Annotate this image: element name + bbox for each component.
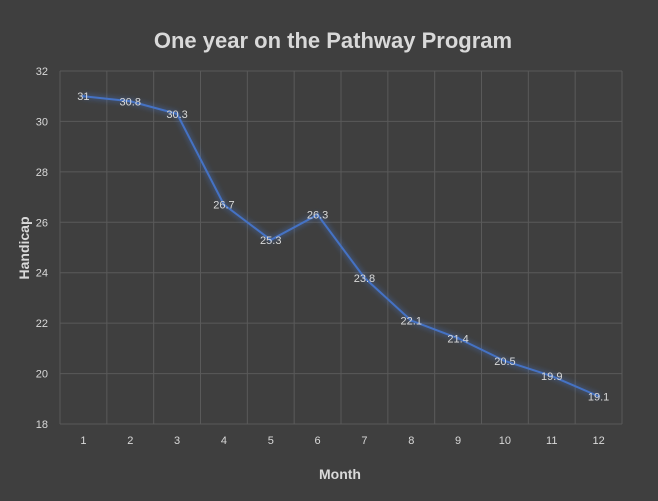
y-tick-label: 26 <box>36 217 48 229</box>
data-point <box>409 319 413 323</box>
data-label: 20.5 <box>494 356 515 368</box>
data-point <box>269 238 273 242</box>
data-label: 25.3 <box>260 235 281 247</box>
data-label: 19.1 <box>588 391 609 403</box>
x-tick-label: 7 <box>361 435 367 447</box>
data-point <box>222 203 226 207</box>
data-point <box>128 99 132 103</box>
y-tick-label: 22 <box>36 318 48 330</box>
data-point <box>175 112 179 116</box>
y-tick-label: 20 <box>36 369 48 381</box>
x-tick-label: 12 <box>592 435 604 447</box>
data-labels: 31 30.8 30.3 26.7 25.3 26.3 23.8 22.1 21.4 20.5 19… <box>77 91 609 403</box>
data-label: 30.3 <box>166 109 187 121</box>
chart-title: One year on the Pathway Program <box>154 28 512 53</box>
y-tick-label: 32 <box>36 66 48 78</box>
y-tick-label: 30 <box>36 116 48 128</box>
x-tick-label: 5 <box>268 435 274 447</box>
data-label: 26.3 <box>307 210 328 222</box>
x-axis-title: Month <box>319 466 361 482</box>
data-point <box>550 374 554 378</box>
x-tick-label: 4 <box>221 435 227 447</box>
data-label: 26.7 <box>213 200 234 212</box>
data-label: 22.1 <box>401 316 422 328</box>
y-tick-label: 18 <box>36 419 48 431</box>
data-label: 30.8 <box>120 96 141 108</box>
data-point <box>362 276 366 280</box>
data-point <box>456 336 460 340</box>
gridlines <box>59 70 623 425</box>
series-group <box>81 94 601 398</box>
data-label: 19.9 <box>541 371 562 383</box>
data-point <box>503 359 507 363</box>
y-axis-title: Handicap <box>16 216 32 279</box>
x-tick-label: 2 <box>127 435 133 447</box>
y-tick-label: 28 <box>36 167 48 179</box>
x-tick-label: 8 <box>408 435 414 447</box>
data-point <box>81 94 85 98</box>
x-tick-label: 6 <box>315 435 321 447</box>
y-tick-label: 24 <box>36 268 48 280</box>
x-tick-label: 10 <box>499 435 511 447</box>
x-tick-label: 3 <box>174 435 180 447</box>
x-tick-label: 11 <box>546 435 557 447</box>
x-tick-label: 1 <box>80 435 86 447</box>
data-point <box>597 394 601 398</box>
data-point <box>316 213 320 217</box>
data-label: 23.8 <box>354 273 375 285</box>
series-line <box>82 95 600 398</box>
data-label: 21.4 <box>447 333 468 345</box>
x-tick-label: 9 <box>455 435 461 447</box>
data-label: 31 <box>77 91 89 103</box>
